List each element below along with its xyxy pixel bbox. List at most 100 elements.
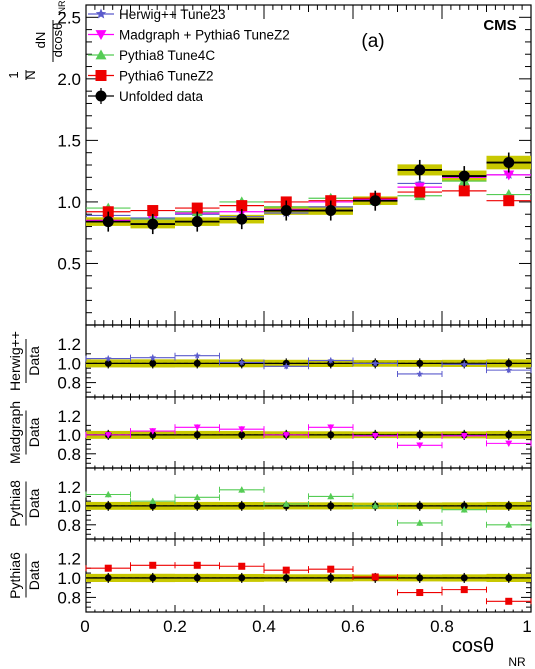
ratio-data-point — [104, 359, 112, 367]
ratio-series-point — [371, 433, 379, 440]
main-y-axis-title: 1 N dN dcosθ NR — [6, 0, 67, 80]
ratio-series-point — [416, 519, 424, 526]
ratio-data-point — [416, 431, 424, 439]
legend-marker — [95, 70, 107, 81]
legend-entry-label: Pythia6 TuneZ2 — [119, 69, 214, 84]
series-point — [191, 216, 203, 228]
y-title-dn: dN — [33, 32, 48, 49]
ratio-data-point — [505, 502, 513, 510]
x-tick-label: 0.8 — [430, 617, 454, 636]
ratio-series-point — [238, 358, 246, 366]
legend-marker — [95, 30, 107, 40]
ratio-series-point — [149, 354, 157, 361]
legend-marker — [95, 49, 107, 60]
ratio-axis-title-denominator: Data — [26, 418, 42, 448]
ratio-series-point — [505, 597, 513, 605]
ratio-data-point — [149, 359, 157, 367]
ratio-axis-title-denominator: Data — [26, 346, 42, 376]
ratio-data-point — [327, 431, 335, 439]
ratio-series-point — [282, 362, 290, 370]
ratio-axis-title-denominator: Data — [26, 489, 42, 519]
ratio-data-point — [282, 574, 290, 582]
ratio-series-point — [460, 506, 468, 513]
y-title-dcos: dcosθ — [50, 23, 65, 58]
ratio-series-point — [193, 424, 201, 431]
ratio-series-point — [193, 493, 201, 501]
y-title-fraction-one: 1 — [6, 71, 21, 78]
ratio-series-point — [327, 357, 335, 364]
ratio-series-point — [149, 497, 157, 504]
ratio-panel-pythia8: 0.81.01.2 Pythia8 Data — [7, 467, 532, 540]
x-tick-label: 1 — [522, 617, 531, 636]
legend-marker — [95, 90, 107, 102]
ratio-data-point — [327, 574, 335, 582]
main-y-tick-label: 2.5 — [57, 8, 81, 27]
ratio-data-point — [460, 574, 468, 582]
ratio-axis-title-numerator: Madgraph — [7, 401, 23, 464]
ratio-series-point — [238, 562, 246, 570]
ratio-y-tick-label: 1.0 — [57, 569, 81, 588]
x-tick-label: 0.4 — [252, 617, 276, 636]
ratio-data-point — [104, 574, 112, 582]
ratio-data-point — [416, 359, 424, 367]
ratio-series-point — [104, 432, 112, 439]
legend-entry-label: Herwig++ Tune23 — [119, 7, 226, 22]
legend-marker — [95, 8, 107, 19]
ratio-series-point — [327, 492, 335, 500]
ratio-series-point — [327, 424, 335, 431]
ratio-series-point — [149, 428, 157, 435]
ratio-series-point — [505, 521, 513, 528]
ratio-data-point — [505, 431, 513, 439]
ratio-data-point — [238, 502, 246, 510]
x-tick-label: 0 — [80, 617, 89, 636]
ratio-series-point — [149, 561, 157, 569]
main-y-tick-label: 1.0 — [57, 193, 81, 212]
x-axis: 0 0.2 0.4 0.6 0.8 1 — [80, 617, 531, 636]
ratio-series-point — [327, 565, 335, 573]
ratio-y-tick-label: 1.0 — [57, 426, 81, 445]
y-title-sub: NR — [57, 0, 67, 13]
ratio-series-point — [371, 502, 379, 509]
series-point — [325, 205, 337, 217]
ratio-y-tick-label: 1.2 — [57, 549, 81, 568]
ratio-series-point — [282, 432, 290, 439]
ratio-axis-title-denominator: Data — [26, 561, 42, 591]
ratio-series-point — [460, 433, 468, 440]
ratio-data-point — [327, 502, 335, 510]
series-point — [503, 195, 515, 207]
ratio-data-point — [193, 431, 201, 439]
ratio-series-point — [371, 573, 379, 581]
x-axis-title: cosθ — [452, 635, 494, 657]
series-point — [191, 202, 203, 214]
ratio-data-point — [149, 431, 157, 439]
series-point — [280, 205, 292, 217]
ratio-series-point — [505, 440, 513, 447]
series-point — [147, 205, 159, 217]
ratio-y-tick-label: 0.8 — [57, 374, 81, 393]
ratio-panel-pythia6: 0.81.01.2 Pythia6 Data — [7, 538, 532, 613]
cms-label: CMS — [483, 17, 516, 34]
main-panel: 0.5 1.0 1.5 2.0 2.5 — [57, 4, 532, 326]
series-point — [236, 213, 248, 225]
legend-entry-label: Unfolded data — [119, 89, 204, 104]
ratio-series-point — [460, 586, 468, 594]
series-point — [503, 157, 515, 169]
legend-entry-label: Pythia8 Tune4C — [119, 48, 215, 63]
series-point — [147, 218, 159, 230]
ratio-panel-madgraph: 0.81.01.2 Madgraph Data — [7, 396, 532, 469]
legend: Herwig++ Tune23 Madgraph + Pythia6 TuneZ2… — [88, 7, 290, 104]
ratio-data-point — [193, 502, 201, 510]
ratio-data-point — [193, 574, 201, 582]
ratio-series-point — [505, 366, 513, 373]
ratio-y-tick-label: 1.2 — [57, 407, 81, 426]
ratio-panel-herwig-: 0.81.01.2 Herwig++ Data — [7, 324, 532, 398]
ratio-data-point — [416, 502, 424, 510]
ratio-data-point — [416, 574, 424, 582]
ratio-y-tick-label: 0.8 — [57, 588, 81, 607]
ratio-axis-title-numerator: Pythia6 — [7, 552, 23, 599]
series-point — [102, 216, 114, 228]
main-y-tick-label: 2.0 — [57, 70, 81, 89]
y-title-fraction-n: N — [23, 70, 38, 79]
